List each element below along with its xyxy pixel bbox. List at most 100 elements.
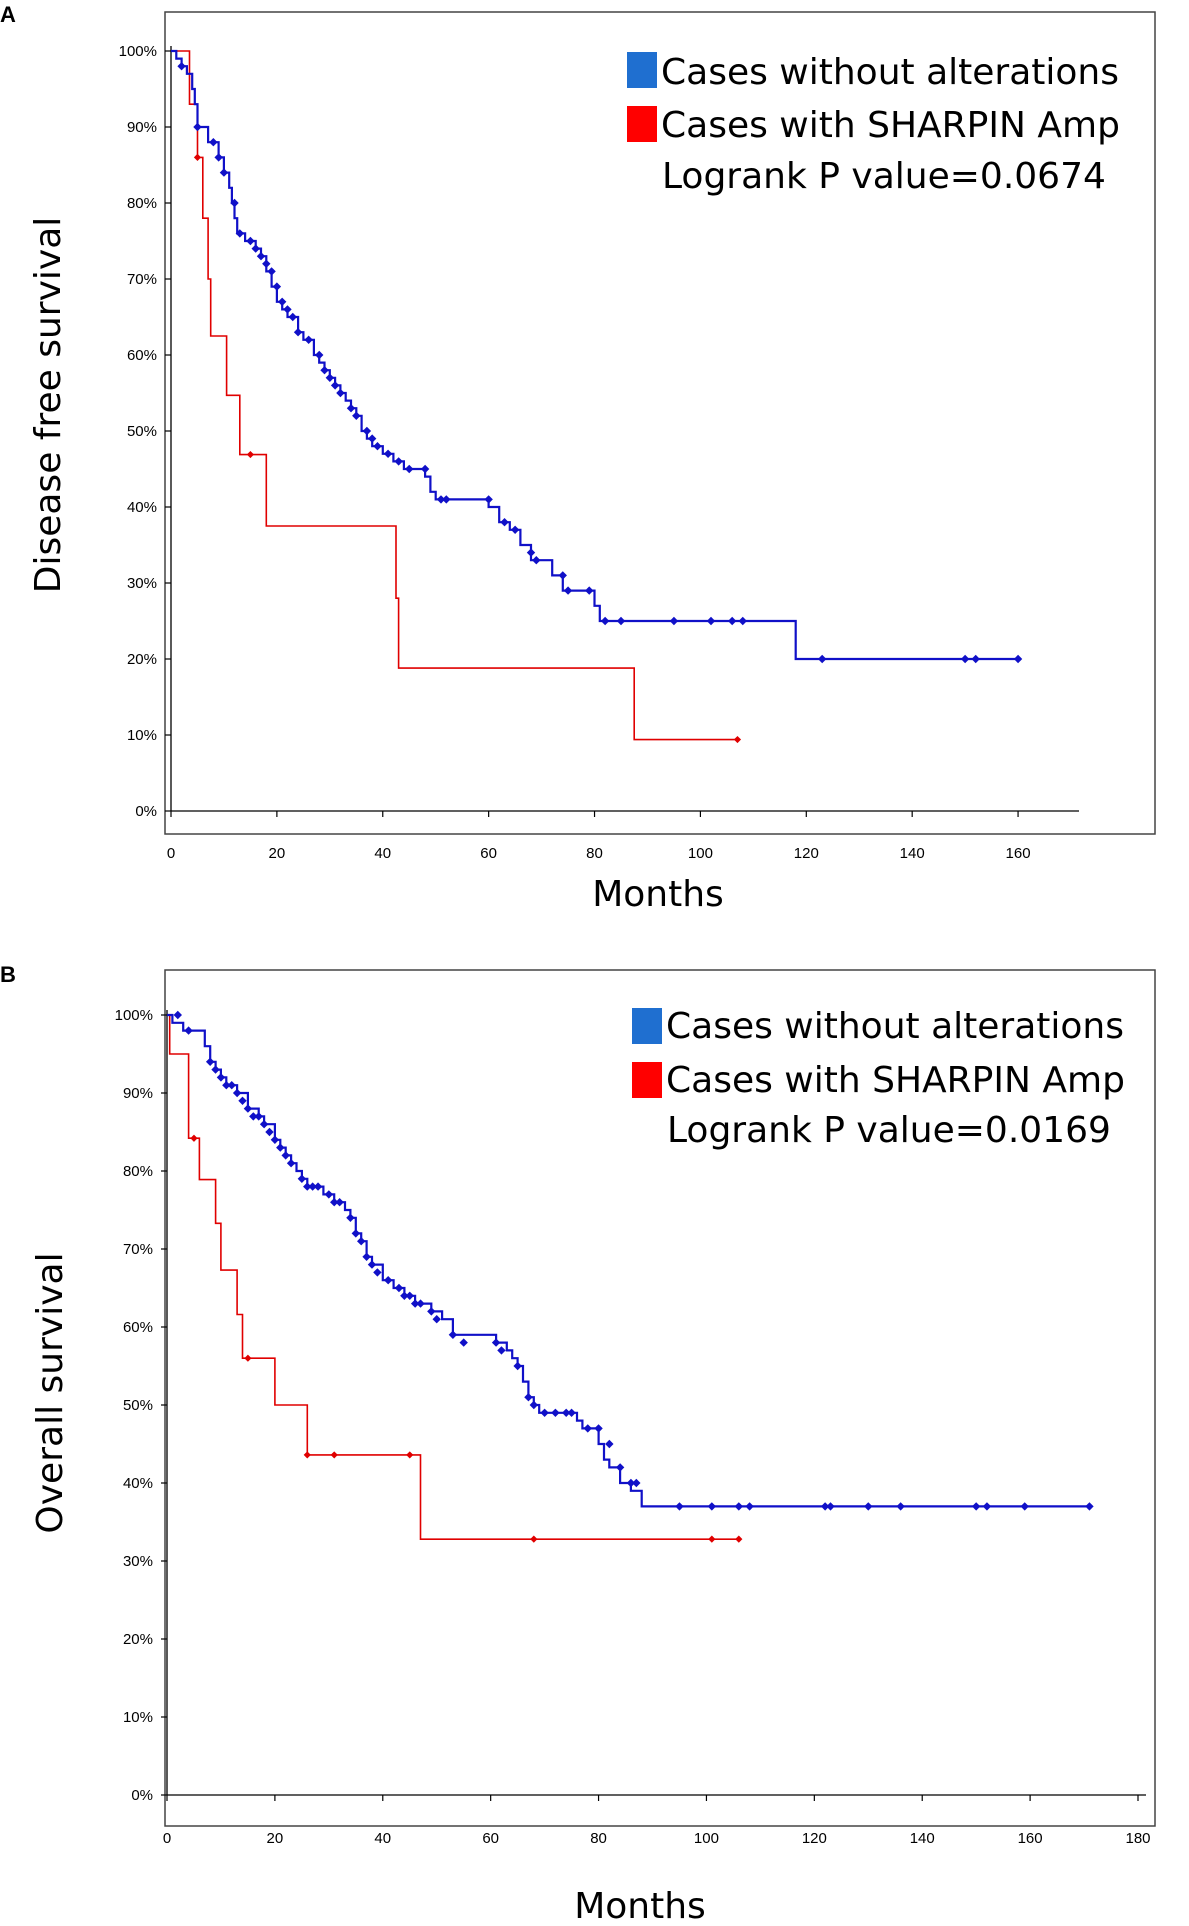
censor-mark-unaltered xyxy=(256,252,266,261)
censor-mark-unaltered xyxy=(238,1096,247,1105)
censor-mark-unaltered xyxy=(367,1260,377,1269)
y-tick-label: 50% xyxy=(127,423,157,440)
y-tick-label: 90% xyxy=(127,119,157,136)
censor-mark-unaltered xyxy=(594,1424,603,1433)
censor-mark-unaltered xyxy=(362,1252,371,1261)
censor-mark-unaltered xyxy=(373,1268,382,1277)
censor-mark-unaltered xyxy=(346,1213,355,1222)
censor-mark-unaltered xyxy=(214,153,223,162)
x-tick-label: 80 xyxy=(586,845,603,862)
censor-mark-unaltered xyxy=(491,1338,501,1347)
censor-mark-unaltered xyxy=(820,1502,830,1511)
censor-mark-unaltered xyxy=(184,1026,193,1035)
censor-mark-unaltered xyxy=(209,138,218,147)
legend-a: Cases without alterations Cases with SHA… xyxy=(627,52,1120,197)
y-tick-label: 100% xyxy=(115,1007,153,1024)
legend-label-altered: Cases with SHARPIN Amp xyxy=(666,1060,1125,1101)
censor-mark-unaltered xyxy=(235,229,245,238)
censor-mark-unaltered xyxy=(330,381,340,390)
axes-a: 0% 10% 20% 30% 40% 50% 60% 70% 80% 90% 100% 0 20 40 60… xyxy=(119,43,1079,862)
censor-mark-unaltered xyxy=(817,654,827,664)
y-tick-label: 90% xyxy=(123,1085,153,1102)
y-tick-label: 80% xyxy=(123,1163,153,1180)
legend-label-altered: Cases with SHARPIN Amp xyxy=(661,105,1120,146)
censor-mark-unaltered xyxy=(251,244,260,253)
censor-mark-unaltered xyxy=(510,525,520,534)
censor-mark-unaltered xyxy=(383,1276,393,1285)
censor-mark-unaltered xyxy=(738,616,747,626)
censor-mark-unaltered xyxy=(173,1010,182,1020)
censor-mark-unaltered xyxy=(267,267,276,276)
x-tick-label: 160 xyxy=(1006,845,1031,862)
censor-mark-unaltered xyxy=(616,616,626,626)
censor-mark-unaltered xyxy=(325,373,335,382)
censor-mark-unaltered xyxy=(394,1283,404,1293)
censor-mark-unaltered xyxy=(400,1291,409,1300)
censor-mark-unaltered xyxy=(330,1198,339,1207)
censor-mark-unaltered xyxy=(405,1291,414,1300)
censor-mark-unaltered xyxy=(394,457,403,466)
censor-mark-unaltered xyxy=(281,1151,290,1160)
censor-mark-unaltered xyxy=(567,1408,576,1417)
censor-mark-unaltered xyxy=(211,1065,220,1074)
censor-mark-unaltered xyxy=(351,1229,361,1238)
censor-mark-unaltered xyxy=(669,616,679,626)
y-tick-label: 60% xyxy=(123,1319,153,1336)
censor-mark-unaltered xyxy=(561,1408,571,1417)
y-tick-label: 60% xyxy=(127,347,157,364)
x-tick-label: 100 xyxy=(694,1830,719,1847)
censor-mark-unaltered xyxy=(529,1400,539,1410)
censor-mark-unaltered xyxy=(193,122,202,132)
censor-mark-unaltered xyxy=(367,434,377,443)
censor-mark-unaltered xyxy=(246,236,255,246)
censor-mark-unaltered xyxy=(420,464,430,474)
censor-mark-unaltered xyxy=(459,1338,468,1347)
censor-mark-unaltered xyxy=(532,556,541,565)
legend-label-unaltered: Cases without alterations xyxy=(661,52,1119,93)
censor-mark-unaltered xyxy=(416,1299,425,1308)
censor-mark-unaltered xyxy=(1085,1502,1094,1511)
y-tick-label: 0% xyxy=(135,803,157,820)
y-tick-label: 70% xyxy=(127,271,157,288)
x-tick-label: 40 xyxy=(374,845,391,862)
x-axis-label: Months xyxy=(592,874,724,915)
censor-mark-unaltered xyxy=(826,1502,835,1511)
censor-mark-altered xyxy=(530,1535,538,1543)
censor-mark-unaltered xyxy=(524,1393,533,1402)
censor-mark-unaltered xyxy=(243,1104,253,1113)
y-tick-label: 20% xyxy=(123,1631,153,1648)
censor-mark-altered xyxy=(244,1354,252,1362)
y-tick-label: 10% xyxy=(123,1709,153,1726)
censor-mark-unaltered xyxy=(222,1081,231,1090)
x-tick-label: 0 xyxy=(163,1830,171,1847)
legend-swatch-unaltered xyxy=(627,52,657,88)
censor-mark-unaltered xyxy=(336,388,345,398)
y-axis-label: Disease free survival xyxy=(28,217,69,594)
plot-frame-b xyxy=(164,969,1156,1827)
y-tick-label: 50% xyxy=(123,1397,153,1414)
censor-mark-unaltered xyxy=(585,586,594,595)
x-tick-label: 20 xyxy=(267,1830,284,1847)
censor-mark-unaltered xyxy=(675,1502,684,1511)
censor-mark-unaltered xyxy=(442,495,451,504)
x-tick-label: 60 xyxy=(482,1830,499,1847)
censor-mark-unaltered xyxy=(405,464,414,474)
x-tick-label: 100 xyxy=(688,845,713,862)
censor-mark-unaltered xyxy=(219,168,229,177)
x-tick-label: 120 xyxy=(794,845,819,862)
panel-a: A 0% 10% 20% 30% 40% 50% 60% 70% 80% 90% 100% 0 20 40… xyxy=(0,2,1156,915)
x-tick-label: 140 xyxy=(900,845,925,862)
censor-mark-unaltered xyxy=(303,1182,312,1191)
censor-mark-unaltered xyxy=(227,1081,236,1090)
censor-mark-unaltered xyxy=(734,1502,744,1511)
censor-mark-unaltered xyxy=(1020,1502,1029,1511)
series-group-a xyxy=(171,49,1023,744)
censor-mark-unaltered xyxy=(383,449,393,458)
censor-mark-unaltered xyxy=(357,1237,366,1246)
censor-mark-unaltered xyxy=(497,1346,506,1355)
censor-mark-unaltered xyxy=(615,1463,625,1472)
x-tick-label: 140 xyxy=(910,1830,935,1847)
km-curve-altered xyxy=(167,1014,739,1540)
censor-mark-unaltered xyxy=(286,1159,296,1168)
panel-b: B 0% 10% 20% 30% 40% 50% 60% 70% 80% 90% 100% 0 20 40… xyxy=(0,962,1156,1926)
